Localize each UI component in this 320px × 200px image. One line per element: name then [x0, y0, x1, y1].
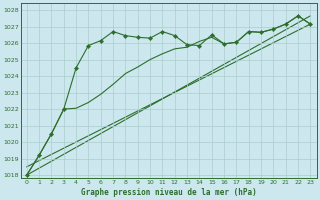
X-axis label: Graphe pression niveau de la mer (hPa): Graphe pression niveau de la mer (hPa) [81, 188, 256, 197]
